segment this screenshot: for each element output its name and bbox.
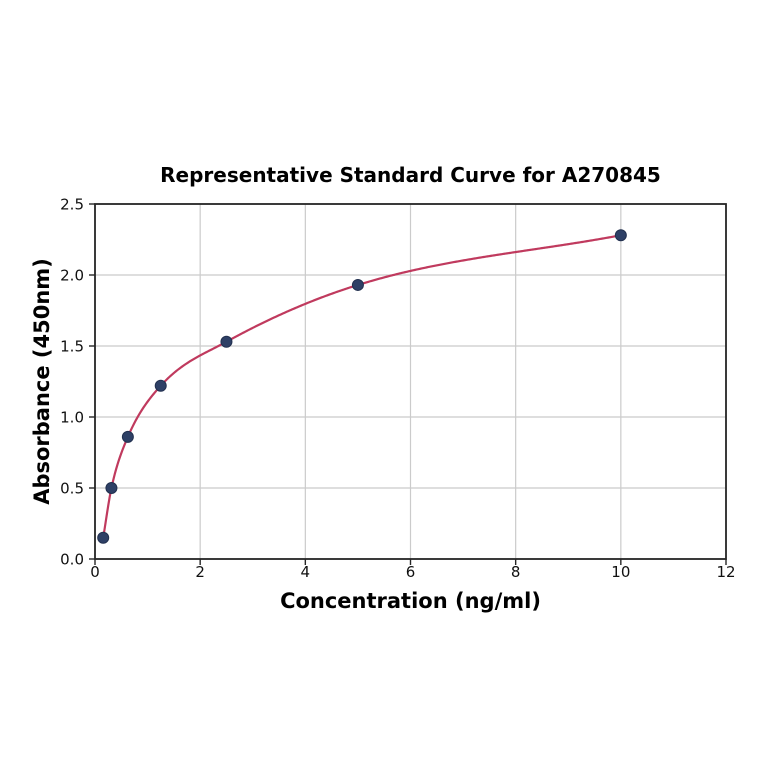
axis-ticks <box>89 203 727 565</box>
y-axis-label: Absorbance (450nm) <box>30 258 54 505</box>
data-point-marker <box>105 482 118 494</box>
data-point-marker <box>154 379 167 392</box>
y-tick-label: 0.0 <box>60 551 84 569</box>
y-tick-label: 1.5 <box>60 338 84 356</box>
data-points <box>97 229 627 544</box>
x-axis-label: Concentration (ng/ml) <box>280 589 541 613</box>
y-tick-label: 2.0 <box>60 267 84 285</box>
data-point-marker <box>351 278 364 291</box>
y-tick-label: 0.5 <box>60 480 84 498</box>
x-tick-label: 2 <box>195 563 205 581</box>
gridlines <box>94 203 727 560</box>
x-tick-label: 8 <box>511 563 521 581</box>
y-tick-labels: 0.0 0.5 1.0 1.5 2.0 2.5 <box>60 196 84 569</box>
y-tick-label: 1.0 <box>60 409 84 427</box>
data-point-marker <box>220 335 233 348</box>
data-point-marker <box>121 430 134 443</box>
x-tick-label: 10 <box>611 563 630 581</box>
chart-title: Representative Standard Curve for A27084… <box>160 163 661 187</box>
data-point-marker <box>97 531 110 544</box>
x-tick-labels: 0 2 4 6 8 10 12 <box>90 563 735 581</box>
x-tick-label: 0 <box>90 563 100 581</box>
x-tick-label: 6 <box>406 563 416 581</box>
y-tick-label: 2.5 <box>60 196 84 214</box>
x-tick-label: 4 <box>301 563 311 581</box>
data-point-marker <box>614 229 627 242</box>
x-tick-label: 12 <box>716 563 735 581</box>
